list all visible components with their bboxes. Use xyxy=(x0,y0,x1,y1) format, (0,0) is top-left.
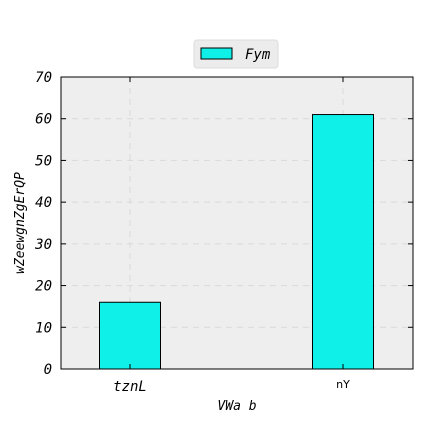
y-axis-label: wZeewgnZgErQP xyxy=(13,172,28,274)
legend: Fym xyxy=(193,39,279,69)
y-tick-label: 50 xyxy=(35,153,52,169)
legend-box xyxy=(193,39,279,69)
y-axis-ticks: 0 10 20 30 40 50 60 70 xyxy=(34,70,413,378)
y-tick-label: 60 xyxy=(35,112,52,128)
y-tick-label: 40 xyxy=(35,195,52,211)
y-tick-label: 0 xyxy=(44,362,52,378)
x-tick-label: tznL xyxy=(113,379,147,395)
x-axis-label: VWa b xyxy=(217,399,256,414)
y-tick-label: 30 xyxy=(34,237,52,253)
plot-frame xyxy=(60,76,414,370)
bar-nY xyxy=(312,114,374,370)
x-tick-label: nY xyxy=(336,378,350,391)
legend-swatch xyxy=(200,47,233,60)
legend-label: Fym xyxy=(245,47,271,63)
x-axis-ticks: tznL nY xyxy=(113,77,350,395)
y-tick-label: 10 xyxy=(35,320,52,336)
bar-tznL xyxy=(99,301,161,370)
y-tick-label: 20 xyxy=(35,279,52,295)
bars xyxy=(99,114,374,370)
y-tick-label: 70 xyxy=(35,70,52,86)
